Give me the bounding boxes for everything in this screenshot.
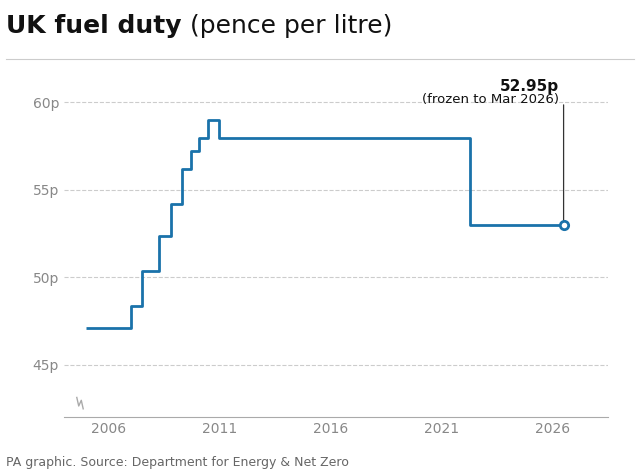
Text: 52.95p: 52.95p xyxy=(500,79,559,94)
Text: (pence per litre): (pence per litre) xyxy=(182,14,392,38)
Text: UK fuel duty: UK fuel duty xyxy=(6,14,182,38)
Text: (frozen to Mar 2026): (frozen to Mar 2026) xyxy=(422,93,559,106)
Text: PA graphic. Source: Department for Energy & Net Zero: PA graphic. Source: Department for Energ… xyxy=(6,456,349,469)
